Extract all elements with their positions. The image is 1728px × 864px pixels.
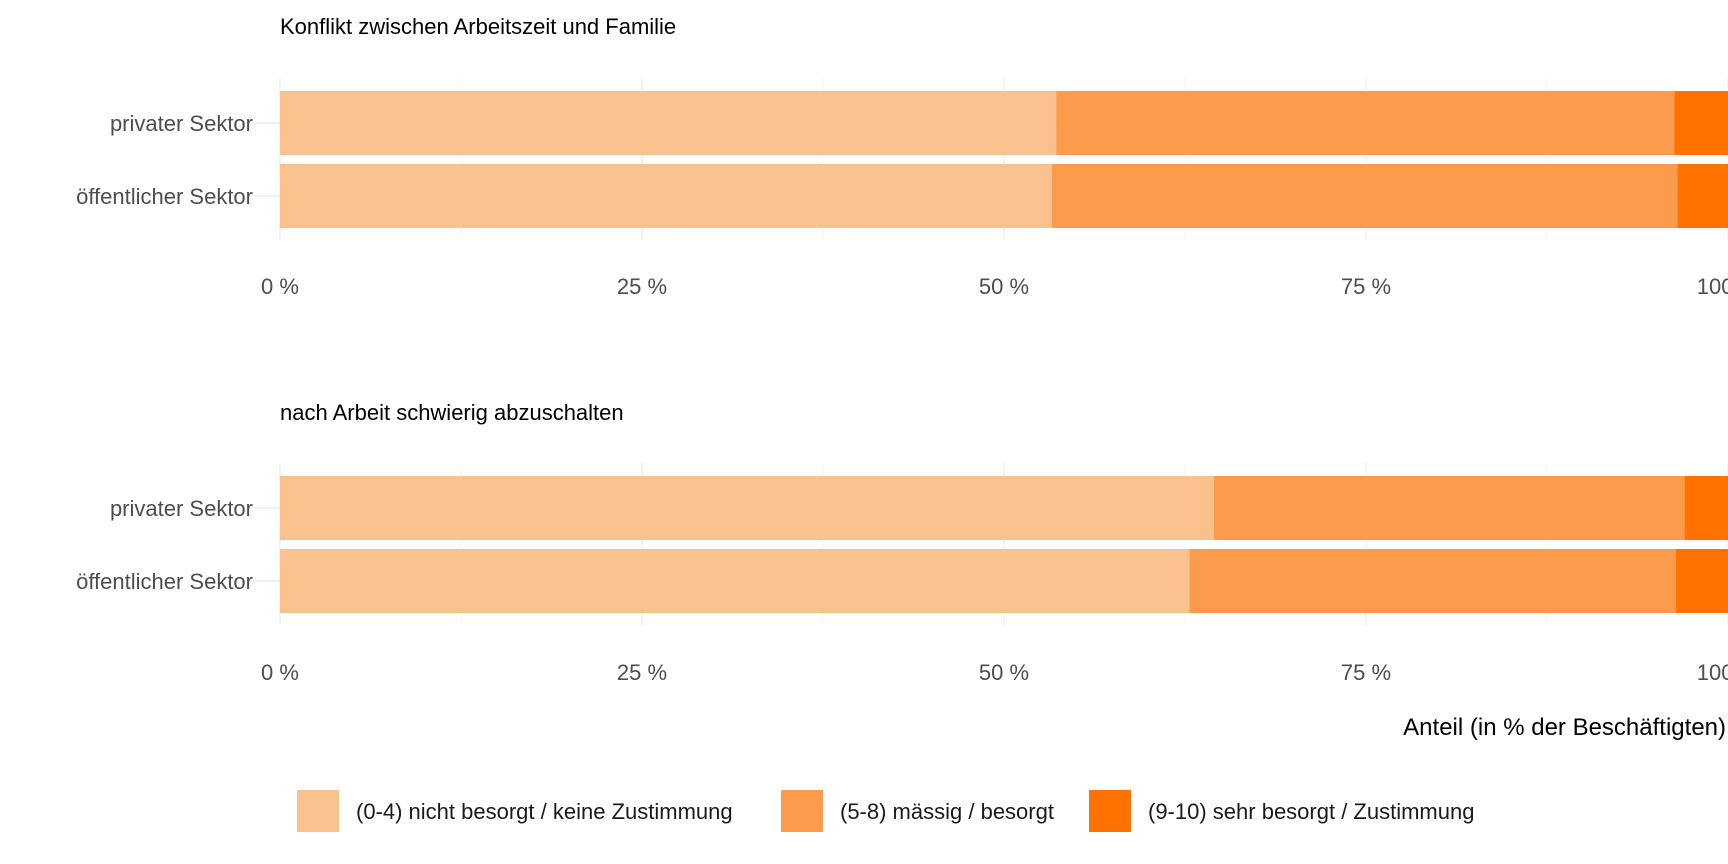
panel-title: Konflikt zwischen Arbeitszeit und Famili… xyxy=(280,14,676,39)
bar-segment xyxy=(1213,476,1685,540)
x-tick-label: 100 % xyxy=(1697,660,1728,685)
category-label: privater Sektor xyxy=(110,496,253,521)
x-tick-label: 75 % xyxy=(1341,274,1391,299)
category-label: öffentlicher Sektor xyxy=(76,569,253,594)
bar-segment xyxy=(1677,164,1728,228)
bar-segment xyxy=(1675,549,1728,613)
bar-segment xyxy=(280,164,1052,228)
legend-label: (9-10) sehr besorgt / Zustimmung xyxy=(1148,799,1474,824)
category-label: öffentlicher Sektor xyxy=(76,184,253,209)
x-tick-label: 0 % xyxy=(261,660,299,685)
legend-label: (0-4) nicht besorgt / keine Zustimmung xyxy=(356,799,733,824)
bar-segment xyxy=(280,91,1057,155)
legend-swatch xyxy=(1089,790,1131,832)
x-tick-label: 50 % xyxy=(979,274,1029,299)
x-axis-label: Anteil (in % der Beschäftigten) xyxy=(1403,714,1726,741)
bar-segment xyxy=(1684,476,1728,540)
bar-segment xyxy=(1189,549,1676,613)
x-tick-label: 50 % xyxy=(979,660,1029,685)
x-tick-label: 25 % xyxy=(617,274,667,299)
legend-swatch xyxy=(297,790,339,832)
legend-label: (5-8) mässig / besorgt xyxy=(840,799,1054,824)
x-tick-label: 100 % xyxy=(1697,274,1728,299)
category-label: privater Sektor xyxy=(110,111,253,136)
panel-title: nach Arbeit schwierig abzuschalten xyxy=(280,400,624,425)
bar-segment xyxy=(280,476,1214,540)
bar-segment xyxy=(1051,164,1678,228)
legend-swatch xyxy=(781,790,823,832)
bar-segment xyxy=(1674,91,1728,155)
x-tick-label: 25 % xyxy=(617,660,667,685)
bar-segment xyxy=(1056,91,1675,155)
x-tick-label: 75 % xyxy=(1341,660,1391,685)
x-tick-label: 0 % xyxy=(261,274,299,299)
bar-segment xyxy=(280,549,1190,613)
